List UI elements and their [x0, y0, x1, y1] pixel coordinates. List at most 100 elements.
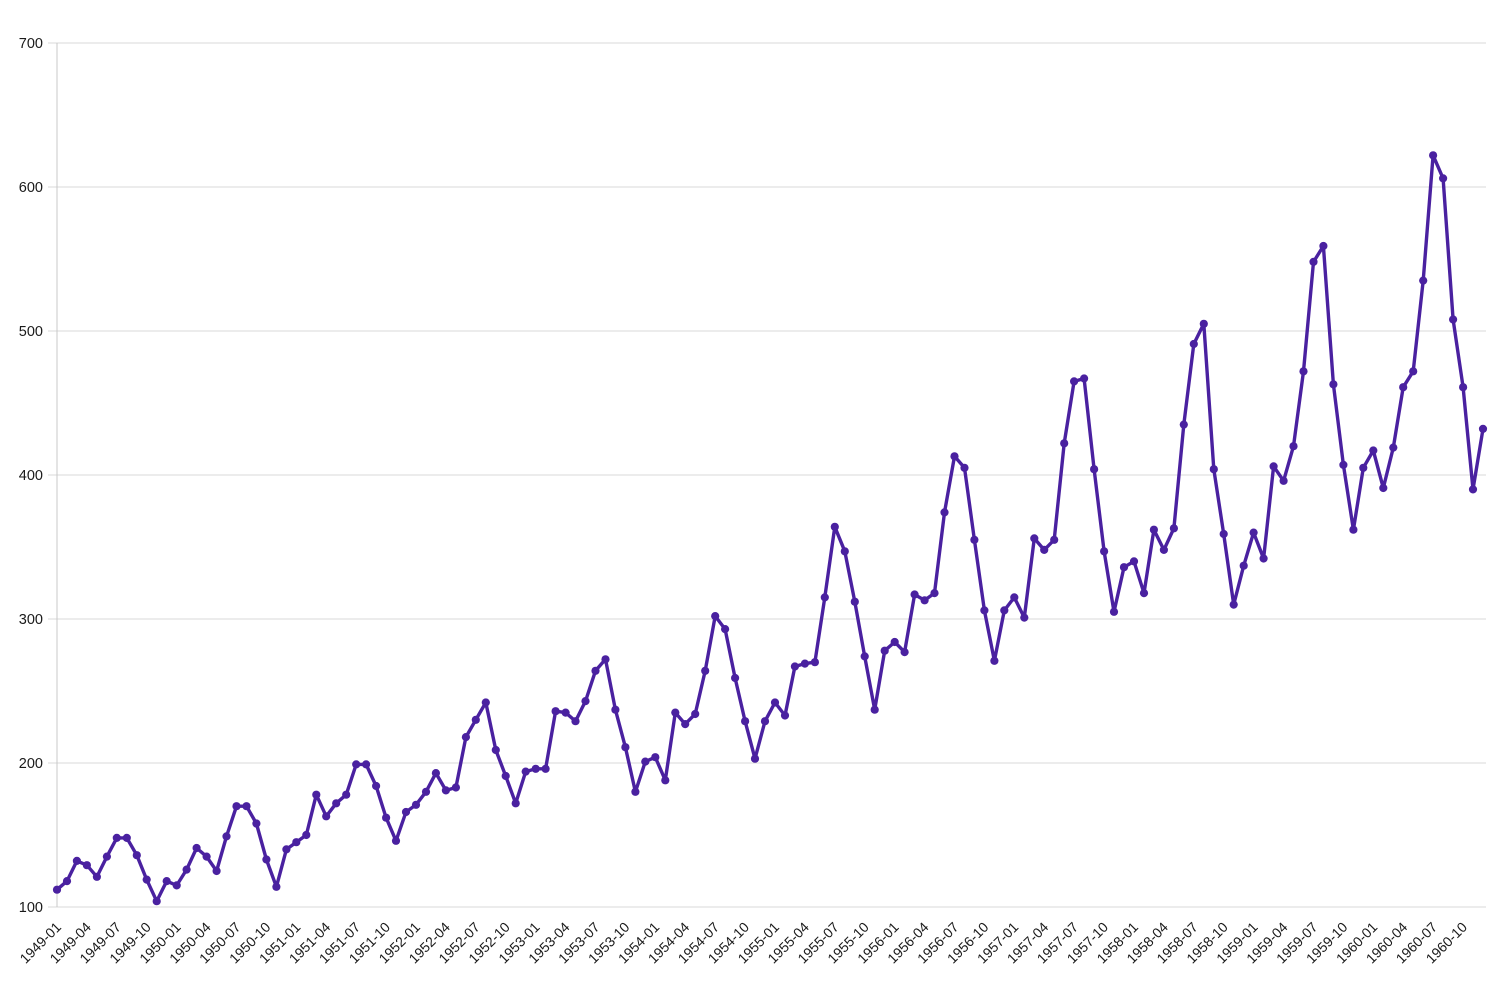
data-point	[561, 708, 570, 717]
data-point	[1070, 377, 1079, 386]
data-point	[122, 833, 131, 843]
data-point	[1449, 315, 1458, 324]
data-point	[172, 881, 181, 890]
data-point	[1139, 589, 1149, 598]
data-point	[870, 705, 879, 714]
data-point	[1149, 525, 1158, 534]
data-point	[102, 852, 111, 861]
data-point	[1040, 545, 1049, 555]
y-tick-label: 500	[19, 324, 43, 340]
data-point	[162, 877, 171, 886]
data-point	[1109, 607, 1119, 616]
data-point	[481, 698, 490, 707]
data-point	[1269, 462, 1278, 471]
data-point	[1030, 534, 1039, 543]
data-point	[950, 452, 959, 461]
data-point	[1299, 367, 1308, 376]
data-point	[212, 866, 221, 876]
data-point	[750, 754, 760, 763]
data-point	[82, 861, 91, 870]
data-point	[501, 771, 510, 781]
data-point	[910, 590, 919, 599]
data-point	[890, 637, 899, 647]
data-point	[850, 597, 859, 606]
series-line	[55, 153, 1485, 903]
data-point	[1359, 463, 1368, 472]
data-point	[1209, 465, 1218, 474]
data-point	[421, 787, 431, 796]
data-point	[272, 882, 281, 891]
y-tick-label: 700	[19, 36, 43, 52]
data-point	[1439, 174, 1448, 183]
data-point	[1189, 339, 1198, 349]
data-point	[1080, 374, 1089, 383]
data-point	[860, 652, 869, 661]
data-point	[511, 799, 520, 808]
y-tick-label: 400	[19, 468, 43, 484]
data-point	[72, 856, 81, 866]
data-point	[760, 717, 770, 726]
data-point	[1349, 525, 1358, 534]
y-tick-label: 600	[19, 180, 43, 196]
data-point	[1199, 319, 1208, 328]
data-point	[461, 733, 470, 742]
data-point	[471, 715, 480, 724]
data-point	[1329, 380, 1338, 389]
data-point	[671, 708, 680, 717]
data-point	[322, 812, 331, 821]
data-point	[202, 852, 211, 861]
data-point	[990, 656, 999, 665]
data-point	[352, 760, 361, 769]
data-point	[701, 666, 710, 675]
data-point	[1339, 460, 1348, 469]
data-point	[1060, 439, 1069, 448]
data-point	[431, 769, 440, 778]
y-tick-label: 300	[19, 612, 43, 628]
data-point	[252, 819, 261, 828]
data-point	[372, 781, 381, 791]
data-point	[920, 596, 929, 605]
data-point	[1050, 535, 1059, 544]
data-point	[491, 745, 500, 755]
data-point	[601, 655, 610, 664]
data-point	[1419, 276, 1428, 285]
data-point	[1468, 485, 1478, 494]
data-point	[1389, 443, 1398, 452]
data-point	[1369, 446, 1378, 455]
data-point	[741, 717, 750, 726]
data-point	[332, 799, 341, 808]
data-point	[1219, 529, 1228, 539]
data-point	[591, 666, 600, 675]
data-point	[142, 875, 151, 884]
data-point	[1119, 563, 1129, 572]
data-point	[820, 593, 829, 602]
data-point	[1259, 554, 1268, 563]
data-point	[980, 606, 989, 615]
data-point	[1459, 383, 1468, 392]
data-point	[1319, 241, 1328, 251]
data-point	[1020, 613, 1029, 622]
data-point	[182, 865, 191, 874]
data-point	[1399, 383, 1408, 392]
data-point	[1100, 547, 1109, 556]
data-point	[192, 843, 201, 853]
data-point	[571, 717, 580, 726]
data-point	[1090, 465, 1099, 474]
data-point	[112, 833, 121, 843]
data-point	[52, 885, 62, 894]
data-point	[531, 764, 540, 773]
data-point	[1179, 420, 1188, 429]
data-point	[401, 807, 411, 817]
data-point	[282, 845, 291, 854]
y-tick-label: 200	[19, 756, 43, 772]
data-point	[1409, 367, 1418, 376]
data-point	[132, 851, 141, 860]
data-point	[641, 757, 650, 766]
data-point	[342, 790, 351, 799]
data-point	[312, 790, 321, 799]
data-point	[960, 463, 969, 472]
data-point	[631, 787, 640, 796]
data-point	[1000, 606, 1009, 615]
data-point	[691, 709, 700, 719]
